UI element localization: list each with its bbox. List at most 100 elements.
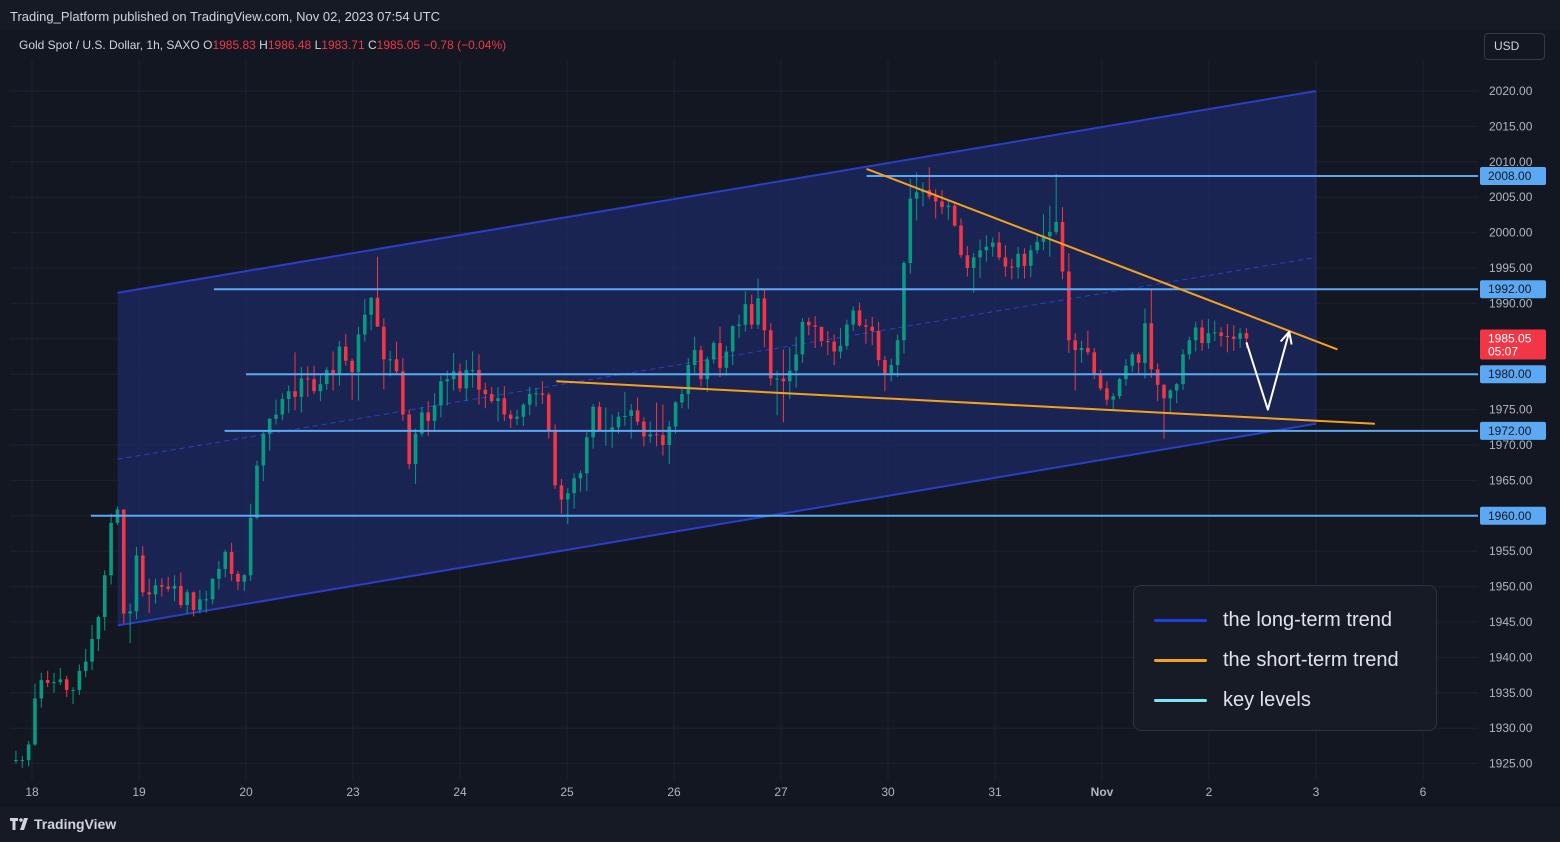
candle-body <box>794 354 798 371</box>
candle-body <box>572 478 576 494</box>
key-level-price-tag <box>1480 421 1546 440</box>
candle-body <box>635 410 640 422</box>
x-tick-label: 24 <box>453 785 467 799</box>
candle-body <box>363 314 367 335</box>
candle-body <box>787 370 792 382</box>
candle-body <box>984 246 989 251</box>
candle-body <box>1003 257 1008 267</box>
candle-body <box>293 391 297 397</box>
candle-body <box>483 389 488 395</box>
candle-body <box>318 384 323 392</box>
candle-body <box>343 346 348 361</box>
candle-body <box>45 680 50 683</box>
candle-body <box>1162 384 1166 399</box>
candle-body <box>413 433 418 465</box>
candle-body <box>585 437 589 474</box>
candle-body <box>889 364 894 374</box>
key-level-price-label: 1980.00 <box>1488 367 1532 381</box>
tradingview-logo[interactable]: TradingView <box>10 816 116 832</box>
candle-body <box>978 250 982 258</box>
last-price-tag <box>1480 329 1546 360</box>
candle-body <box>965 255 970 268</box>
candle-body <box>743 304 748 325</box>
y-tick-label: 1925.00 <box>1489 757 1533 771</box>
candle-body <box>52 682 56 684</box>
candle-body <box>267 418 272 434</box>
candle-body <box>1225 335 1230 337</box>
candle-body <box>1054 221 1058 232</box>
candle-body <box>946 205 951 208</box>
candle-body <box>800 321 805 355</box>
candle-body <box>610 427 614 431</box>
y-tick-label: 1995.00 <box>1489 261 1533 275</box>
candle-body <box>261 433 266 466</box>
candle-body <box>1111 396 1116 400</box>
candle-body <box>832 341 836 352</box>
candle-body <box>20 760 25 762</box>
candle-body <box>616 416 621 428</box>
candle-body <box>1212 332 1217 334</box>
candle-body <box>147 592 151 595</box>
candle-body <box>286 391 291 399</box>
x-tick-label: 30 <box>881 785 895 799</box>
candle-body <box>90 638 94 662</box>
candle-body <box>1105 388 1109 400</box>
candle-body <box>806 321 811 326</box>
candle-body <box>375 297 380 327</box>
candle-body <box>324 369 329 385</box>
candle-body <box>1092 352 1097 375</box>
y-tick-label: 1990.00 <box>1489 296 1533 310</box>
candle-body <box>331 369 335 375</box>
candle-body <box>661 435 665 445</box>
candle-body <box>445 379 450 382</box>
candle-body <box>933 196 938 202</box>
candle-body <box>515 416 519 419</box>
candle-body <box>876 331 881 361</box>
symbol-name[interactable]: Gold Spot / U.S. Dollar, 1h, SAXO <box>19 38 200 52</box>
candle-body <box>1200 327 1204 344</box>
candle-body <box>629 410 633 416</box>
low-label: L <box>314 38 322 52</box>
y-tick-label: 1945.00 <box>1489 615 1533 629</box>
y-tick-label: 2005.00 <box>1489 190 1533 204</box>
x-tick-label: 26 <box>667 785 681 799</box>
candle-body <box>768 330 773 379</box>
candle-body <box>451 371 456 380</box>
x-tick-label: 23 <box>346 785 360 799</box>
short-term-trend-upper <box>866 167 1338 351</box>
candle-body <box>971 257 976 268</box>
y-tick-label: 1975.00 <box>1489 403 1533 417</box>
candle-body <box>813 325 817 327</box>
x-tick-label: 19 <box>132 785 146 799</box>
candle-body <box>914 192 919 199</box>
x-tick-label: 25 <box>560 785 574 799</box>
candle-body <box>394 359 399 372</box>
candle-body <box>1231 336 1236 339</box>
candle-body <box>642 421 646 437</box>
candle-body <box>83 661 88 671</box>
currency-button[interactable]: USD <box>1484 33 1545 60</box>
short-term-trend-lower <box>556 380 1375 425</box>
candle-body <box>401 371 405 415</box>
candle-body <box>1124 365 1128 380</box>
candle-body <box>1016 253 1020 268</box>
high-label: H <box>259 38 268 52</box>
candle-body <box>356 334 361 373</box>
candle-body <box>242 575 247 582</box>
candle-body <box>540 393 545 395</box>
candle-body <box>756 298 760 325</box>
candle-body <box>1136 354 1141 363</box>
tradingview-brand: TradingView <box>34 816 117 832</box>
candle-body <box>1181 354 1185 385</box>
legend-item-long-term: the long-term trend <box>1154 609 1392 631</box>
candle-body <box>1067 271 1071 341</box>
candle-body <box>1143 323 1147 363</box>
candle-body <box>1041 236 1046 242</box>
candle-body <box>895 340 900 365</box>
candle-body <box>280 398 285 415</box>
candle-body <box>699 350 703 380</box>
tradingview-icon <box>10 818 28 830</box>
candle-body <box>565 493 570 500</box>
candle-body <box>1168 390 1173 399</box>
